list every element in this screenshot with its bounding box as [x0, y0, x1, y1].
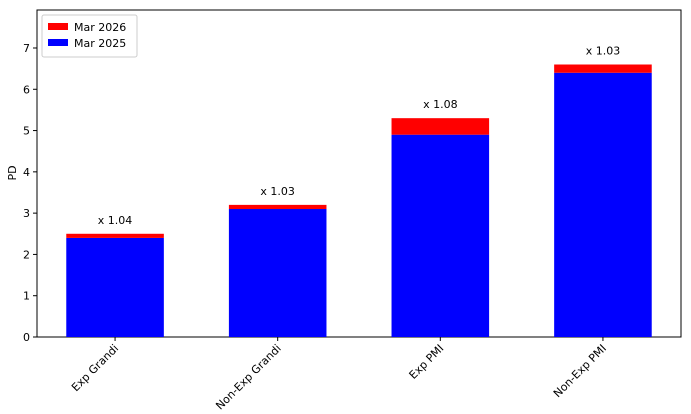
bar-segment — [228, 204, 327, 210]
legend-swatch — [48, 39, 68, 46]
y-tick-label: 0 — [23, 331, 30, 344]
legend-label: Mar 2025 — [74, 37, 126, 50]
bar-segment — [228, 209, 327, 337]
bar-segment — [66, 237, 164, 337]
y-tick-label: 4 — [23, 166, 30, 179]
bar-segment — [391, 118, 490, 135]
y-tick-label: 1 — [23, 290, 30, 303]
y-tick-label: 3 — [23, 207, 30, 220]
plot-frame — [36, 9, 682, 338]
y-tick-label: 6 — [23, 83, 30, 96]
y-tick-label: 2 — [23, 248, 30, 261]
y-tick-label: 5 — [23, 125, 30, 138]
y-axis-label: PD — [6, 165, 19, 180]
bar-annotation: x 1.04 — [98, 214, 133, 227]
legend-swatch — [48, 23, 68, 30]
bar-annotation: x 1.08 — [423, 98, 458, 111]
x-tick-label: Non-Exp PMI — [551, 342, 609, 400]
bar-annotation: x 1.03 — [586, 45, 621, 58]
bar-segment — [66, 233, 164, 238]
bar-annotation: x 1.03 — [260, 185, 295, 198]
x-tick-label: Exp Grandi — [69, 342, 121, 394]
x-tick-label: Non-Exp Grandi — [213, 342, 283, 412]
bar-segment — [391, 134, 490, 337]
x-tick-label: Exp PMI — [407, 342, 447, 382]
y-tick-label: 7 — [23, 42, 30, 55]
bar-segment — [554, 72, 652, 338]
legend-label: Mar 2026 — [74, 21, 126, 34]
bar-segment — [554, 64, 652, 73]
